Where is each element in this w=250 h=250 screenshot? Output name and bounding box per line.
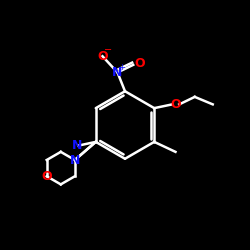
- Text: O: O: [134, 57, 144, 70]
- Text: +: +: [118, 62, 126, 72]
- Text: N: N: [112, 66, 123, 79]
- Text: O: O: [171, 98, 181, 111]
- Text: N: N: [70, 154, 80, 166]
- Text: N: N: [72, 139, 82, 152]
- Text: O: O: [97, 50, 108, 63]
- Text: O: O: [42, 170, 52, 183]
- Text: −: −: [104, 45, 112, 55]
